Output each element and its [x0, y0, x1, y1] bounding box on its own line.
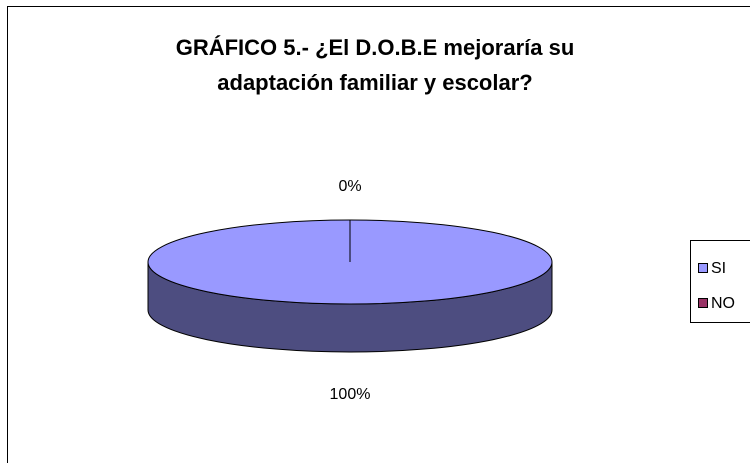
legend-label: NO — [711, 295, 735, 312]
data-label: 100% — [330, 386, 371, 403]
legend-box — [690, 240, 750, 323]
legend-swatch — [698, 263, 708, 273]
legend-label: SI — [711, 260, 726, 277]
legend-swatch — [698, 298, 708, 308]
data-label: 0% — [338, 178, 361, 195]
chart-title: GRÁFICO 5.- ¿El D.O.B.E mejoraría su ada… — [175, 35, 575, 95]
